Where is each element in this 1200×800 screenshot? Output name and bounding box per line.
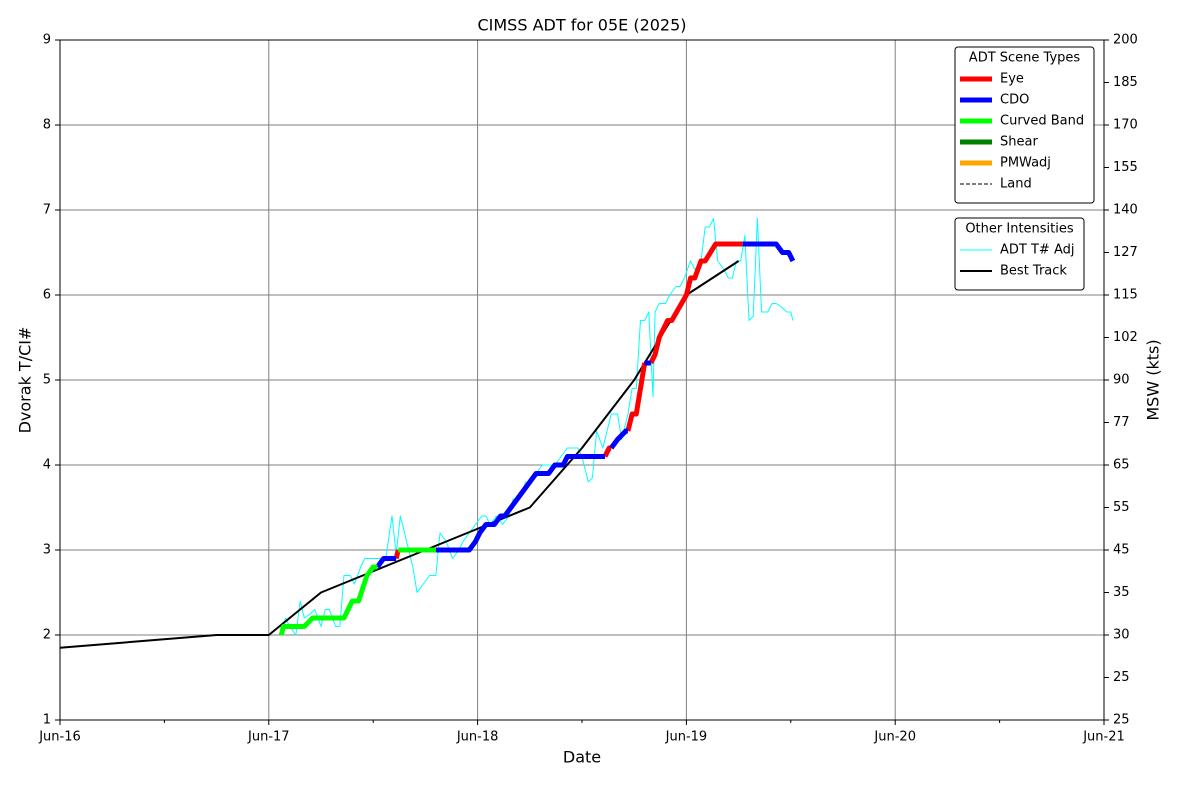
y2-tick-label: 77 bbox=[1113, 415, 1130, 430]
y-tick-label: 7 bbox=[43, 203, 51, 218]
x-tick-label: Jun-21 bbox=[1082, 730, 1125, 745]
y-tick-label: 6 bbox=[43, 288, 51, 303]
chart-title: CIMSS ADT for 05E (2025) bbox=[477, 16, 686, 35]
x-tick-label: Jun-18 bbox=[456, 730, 499, 745]
x-axis-label: Date bbox=[563, 748, 601, 767]
y2-tick-label: 30 bbox=[1113, 628, 1130, 643]
series-line bbox=[375, 241, 796, 569]
y2-axis-label: MSW (kts) bbox=[1144, 339, 1163, 420]
y2-tick-label: 185 bbox=[1113, 75, 1138, 90]
legend-label: Best Track bbox=[1000, 264, 1067, 279]
x-tick-label: Jun-19 bbox=[665, 730, 708, 745]
y2-tick-label: 155 bbox=[1113, 160, 1138, 175]
legends: ADT Scene Types Eye CDO Curved Band Shear PMW… bbox=[954, 46, 1095, 291]
series-line bbox=[393, 241, 743, 560]
axes: Jun-16 Jun-17 Jun-18 Jun-19 Jun-20 Jun-21 1 2 3 4… bbox=[38, 33, 1138, 745]
legend-label: Land bbox=[1000, 177, 1032, 192]
y2-tick-label: 115 bbox=[1113, 288, 1138, 303]
x-tick-label: Jun-17 bbox=[247, 730, 290, 745]
y-tick-label: 5 bbox=[43, 373, 51, 388]
legend-label: ADT T# Adj bbox=[1000, 243, 1074, 258]
y-axis-label: Dvorak T/CI# bbox=[16, 327, 35, 434]
plot-lines bbox=[59, 218, 796, 649]
legend-label: CDO bbox=[1000, 93, 1029, 108]
y2-tick-label: 45 bbox=[1113, 543, 1130, 558]
y2-tick-label: 102 bbox=[1113, 330, 1138, 345]
legend-label: Shear bbox=[1000, 135, 1038, 150]
series-line bbox=[278, 547, 436, 636]
y2-tick-label: 55 bbox=[1113, 500, 1130, 515]
y-tick-label: 3 bbox=[43, 543, 51, 558]
x-tick-label: Jun-20 bbox=[873, 730, 916, 745]
y2-tick-label: 25 bbox=[1113, 713, 1130, 728]
y2-tick-label: 35 bbox=[1113, 585, 1130, 600]
y-tick-label: 8 bbox=[43, 118, 51, 133]
y-tick-label: 9 bbox=[43, 33, 51, 48]
y2-tick-label: 65 bbox=[1113, 458, 1130, 473]
y2-tick-label: 90 bbox=[1113, 373, 1130, 388]
y2-tick-label: 25 bbox=[1113, 670, 1130, 685]
legend-title: ADT Scene Types bbox=[969, 51, 1081, 66]
y2-tick-label: 170 bbox=[1113, 118, 1138, 133]
x-tick-label: Jun-16 bbox=[38, 730, 81, 745]
y-tick-label: 2 bbox=[43, 628, 51, 643]
y-tick-label: 1 bbox=[43, 713, 51, 728]
legend-label: Eye bbox=[1000, 72, 1024, 87]
legend-label: PMWadj bbox=[1000, 156, 1051, 171]
y2-tick-label: 140 bbox=[1113, 203, 1138, 218]
y2-tick-label: 200 bbox=[1113, 33, 1138, 48]
legend-title: Other Intensities bbox=[965, 222, 1074, 237]
y-tick-label: 4 bbox=[43, 458, 51, 473]
legend-label: Curved Band bbox=[1000, 114, 1084, 129]
y2-tick-label: 127 bbox=[1113, 245, 1138, 260]
